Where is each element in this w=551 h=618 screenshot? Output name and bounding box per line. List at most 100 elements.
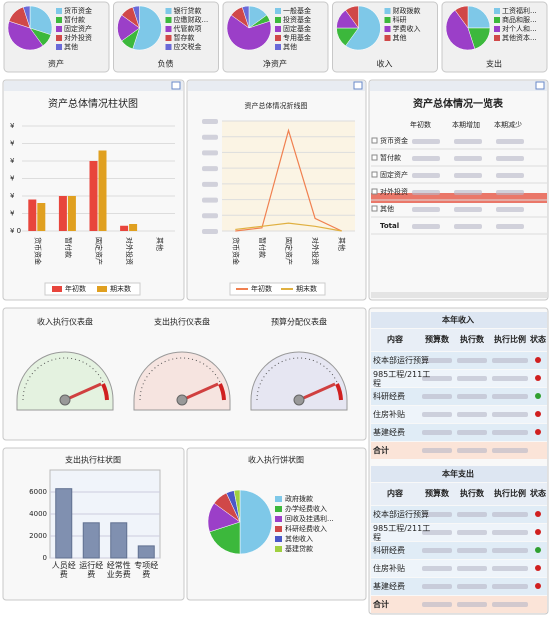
blurred-value xyxy=(454,139,482,144)
x-tick-label: 固定资产 xyxy=(285,237,294,265)
legend-swatch xyxy=(275,17,281,23)
table-title: 资产总体情况一览表 xyxy=(413,97,504,110)
pie-slice xyxy=(132,5,162,51)
pie-slice xyxy=(226,14,272,51)
row-label: 住房补贴 xyxy=(373,564,405,573)
expand-icon[interactable] xyxy=(371,154,378,161)
x-tick-label: 暂付款 xyxy=(258,237,267,258)
column-header: 预算数 xyxy=(425,489,449,498)
blurred-value xyxy=(496,207,524,212)
legend-label: 固定资产 xyxy=(64,24,92,33)
blurred-value xyxy=(412,139,440,144)
blurred-value xyxy=(457,358,487,363)
legend-swatch xyxy=(275,496,282,502)
legend-label: 办学经费收入 xyxy=(285,504,327,513)
legend-swatch xyxy=(275,44,281,50)
expand-icon[interactable] xyxy=(371,137,378,144)
bar xyxy=(129,224,138,231)
status-dot xyxy=(535,565,541,571)
pie-slice xyxy=(241,5,250,29)
blurred-value xyxy=(454,207,482,212)
legend-label: 期末数 xyxy=(296,284,317,293)
blurred-value xyxy=(492,448,528,453)
pie-slice xyxy=(22,5,31,29)
status-dot xyxy=(535,411,541,417)
gauge-red-zone xyxy=(218,383,226,401)
blurred-value xyxy=(202,166,218,172)
y-tick-label: 2000 xyxy=(29,532,47,540)
blurred-value xyxy=(202,181,218,187)
pie-slice xyxy=(239,489,273,555)
legend-swatch xyxy=(384,8,391,14)
blurred-value xyxy=(492,530,528,535)
legend-label: 财政拨款 xyxy=(393,6,421,15)
pie-slice xyxy=(7,20,44,51)
blurred-value xyxy=(492,376,528,381)
blurred-value xyxy=(457,394,487,399)
legend-label: 其他收入 xyxy=(285,534,313,543)
gauge-red-zone xyxy=(335,383,343,401)
legend-swatch xyxy=(165,26,172,32)
legend-swatch xyxy=(275,506,282,512)
legend-swatch xyxy=(275,26,281,32)
table-title: 本年支出 xyxy=(441,469,474,479)
bar xyxy=(137,545,155,559)
blurred-value xyxy=(422,584,452,589)
plot-bg xyxy=(222,121,355,231)
row-label: 基建经费 xyxy=(373,582,405,591)
expand-icon[interactable] xyxy=(371,188,378,195)
legend-box xyxy=(229,282,326,296)
x-tick-label: 固定资产 xyxy=(95,237,104,265)
x-tick-label: 其他 xyxy=(338,237,347,251)
panel-button[interactable] xyxy=(171,81,181,90)
column-header: 状态 xyxy=(530,489,546,498)
row-label: 科研经费 xyxy=(373,392,405,401)
row-label: 暂付款 xyxy=(380,153,401,162)
bar xyxy=(55,488,73,559)
blurred-value xyxy=(202,150,218,156)
legend-label: 科研 xyxy=(393,15,407,24)
blurred-value xyxy=(454,190,482,195)
blurred-value xyxy=(492,566,528,571)
bar xyxy=(58,196,67,231)
blurred-value xyxy=(412,190,440,195)
y-tick-label: 6000 xyxy=(29,488,47,496)
status-dot xyxy=(535,393,541,399)
legend-swatch xyxy=(384,17,391,23)
widget-label: 负债 xyxy=(158,59,174,69)
expand-icon[interactable] xyxy=(371,171,378,178)
blurred-value xyxy=(457,412,487,417)
blurred-value xyxy=(412,173,440,178)
highlight-row xyxy=(371,193,547,203)
legend-label: 科研经费收入 xyxy=(285,524,327,533)
chart-title: 收入执行饼状图 xyxy=(248,455,304,465)
row-label: 合计 xyxy=(373,446,389,455)
chart-title: 资产总体情况柱状图 xyxy=(48,97,138,110)
column-header: 本期增加 xyxy=(452,120,480,129)
chart-title: 支出执行柱状图 xyxy=(65,455,121,465)
blurred-value xyxy=(422,376,452,381)
blurred-value xyxy=(492,512,528,517)
legend-swatch xyxy=(384,35,391,41)
legend-label: 应缴财政... xyxy=(174,15,209,24)
row-label: 其他 xyxy=(380,204,394,213)
panel-button[interactable] xyxy=(535,81,545,90)
gauge-hub xyxy=(176,394,188,406)
blurred-value xyxy=(457,548,487,553)
blurred-value xyxy=(202,213,218,219)
legend-label: 一般基金 xyxy=(283,6,311,15)
blurred-value xyxy=(496,173,524,178)
row-label: 校本部运行预算 xyxy=(373,356,429,365)
legend-swatch xyxy=(275,546,282,552)
blurred-value xyxy=(422,566,452,571)
y-tick-label: 0 xyxy=(43,554,47,562)
legend-label: 基建贷款 xyxy=(285,544,313,553)
expand-icon[interactable] xyxy=(371,205,378,212)
legend-label: 年初数 xyxy=(251,284,272,293)
column-header: 本期减少 xyxy=(494,120,522,129)
bar xyxy=(37,203,46,231)
gauge-title: 预算分配仪表盘 xyxy=(271,317,327,327)
blurred-value xyxy=(492,394,528,399)
panel-button[interactable] xyxy=(353,81,363,90)
status-dot xyxy=(535,529,541,535)
